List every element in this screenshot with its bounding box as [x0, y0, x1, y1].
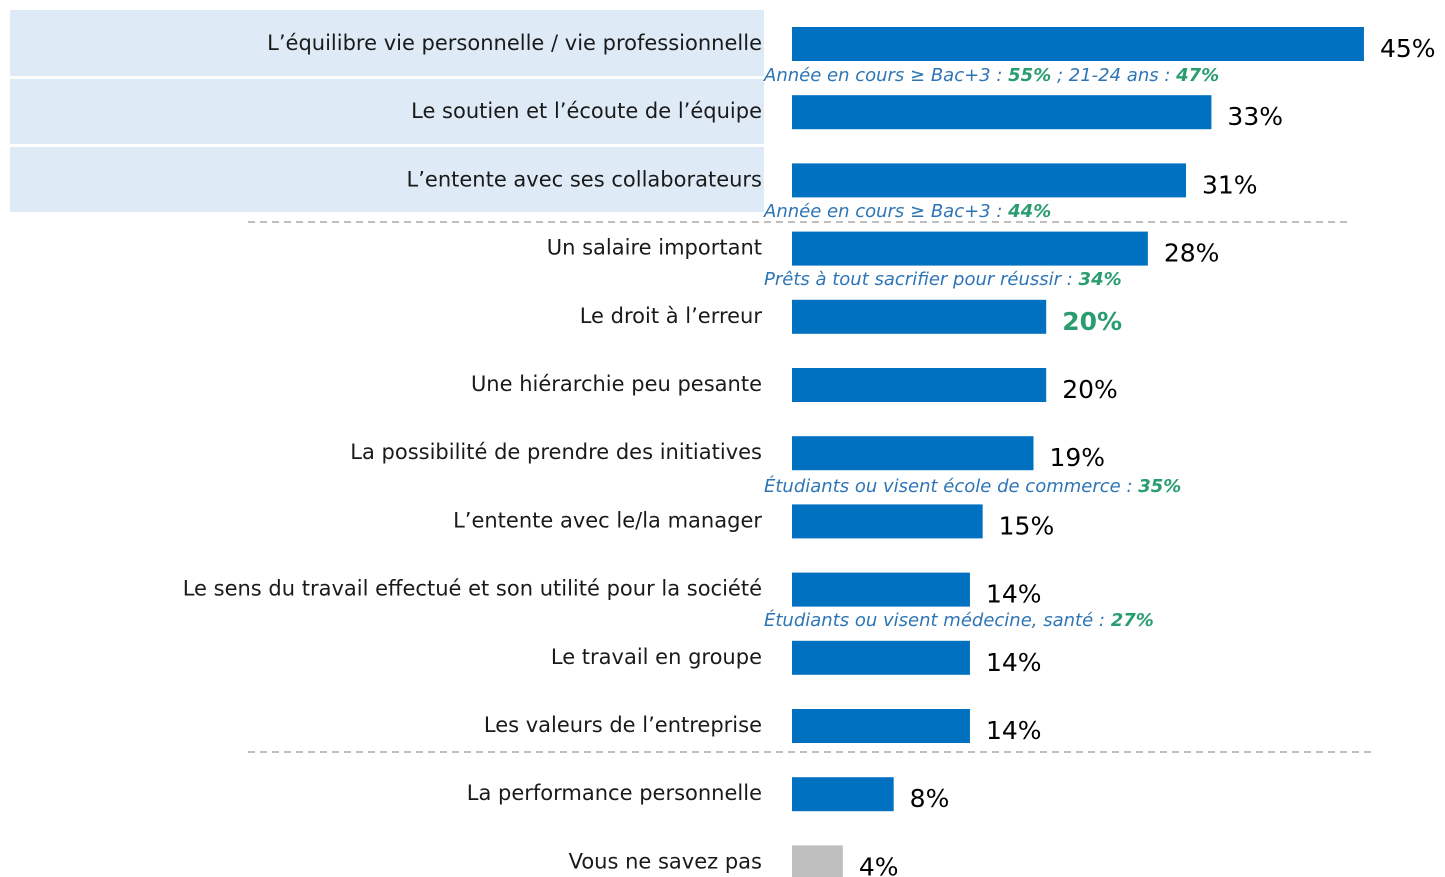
value-label: 19%: [1049, 443, 1105, 472]
value-label: 14%: [986, 580, 1042, 609]
bar: [792, 163, 1187, 198]
value-label: 20%: [1062, 375, 1118, 404]
category-label: La performance personnelle: [467, 781, 762, 805]
bar: [792, 845, 843, 877]
annotation: Étudiants ou visent école de commerce : …: [764, 475, 1181, 497]
bar: [792, 640, 970, 675]
annotation-part: 34%: [1079, 269, 1122, 290]
value-label: 28%: [1164, 239, 1220, 268]
value-label: 45%: [1380, 34, 1436, 63]
annotation-part: 35%: [1138, 476, 1181, 497]
annotation-part: Année en cours ≥ Bac+3 :: [763, 201, 1008, 222]
highlight-band: [10, 10, 764, 76]
annotation: Prêts à tout sacrifier pour réussir : 34…: [764, 269, 1122, 290]
highlight-band: [10, 147, 764, 212]
annotation-part: 55%: [1008, 65, 1051, 86]
bar: [792, 299, 1047, 334]
annotation-part: Étudiants ou visent école de commerce :: [764, 475, 1138, 497]
value-label: 31%: [1202, 170, 1258, 199]
category-label: L’entente avec le/la manager: [453, 508, 762, 532]
value-label: 14%: [986, 648, 1042, 677]
annotation-part: Étudiants ou visent médecine, santé :: [764, 609, 1111, 631]
category-label: Le soutien et l’écoute de l’équipe: [411, 99, 762, 123]
bar: [792, 572, 970, 607]
category-label: Le droit à l’erreur: [580, 304, 763, 328]
value-label: 33%: [1227, 102, 1283, 131]
category-label: Vous ne savez pas: [569, 849, 762, 873]
bar: [792, 777, 894, 812]
value-label: 8%: [910, 784, 950, 813]
bar: [792, 436, 1034, 471]
category-label: Le travail en groupe: [551, 645, 762, 669]
category-label: Les valeurs de l’entreprise: [484, 713, 762, 737]
bar: [792, 709, 970, 743]
bar: [792, 95, 1212, 130]
annotation-part: 47%: [1175, 65, 1219, 86]
annotation: Année en cours ≥ Bac+3 : 44%: [763, 201, 1051, 222]
category-label: Le sens du travail effectué et son utili…: [183, 577, 762, 601]
category-label: L’équilibre vie personnelle / vie profes…: [267, 31, 762, 55]
annotation-part: Année en cours ≥ Bac+3 :: [763, 65, 1008, 86]
category-label: La possibilité de prendre des initiative…: [350, 440, 762, 464]
category-label: Une hiérarchie peu pesante: [471, 372, 762, 396]
annotation-part: 27%: [1111, 610, 1154, 631]
bar: [792, 27, 1364, 61]
value-label: 15%: [999, 511, 1055, 540]
bar: [792, 504, 983, 539]
value-label: 20%: [1062, 307, 1122, 336]
bar: [792, 368, 1047, 402]
annotation-part: Prêts à tout sacrifier pour réussir :: [764, 269, 1079, 290]
category-label: L’entente avec ses collaborateurs: [407, 167, 762, 191]
value-label: 4%: [859, 852, 899, 877]
annotation-part: 44%: [1007, 201, 1051, 222]
annotation: Étudiants ou visent médecine, santé : 27…: [764, 609, 1154, 631]
annotation-part: ; 21-24 ans :: [1051, 65, 1176, 86]
highlight-band: [10, 79, 764, 144]
category-label: Un salaire important: [547, 236, 762, 260]
annotation: Année en cours ≥ Bac+3 : 55% ; 21-24 ans…: [763, 65, 1219, 86]
bar: [792, 231, 1148, 266]
value-label: 14%: [986, 716, 1042, 745]
